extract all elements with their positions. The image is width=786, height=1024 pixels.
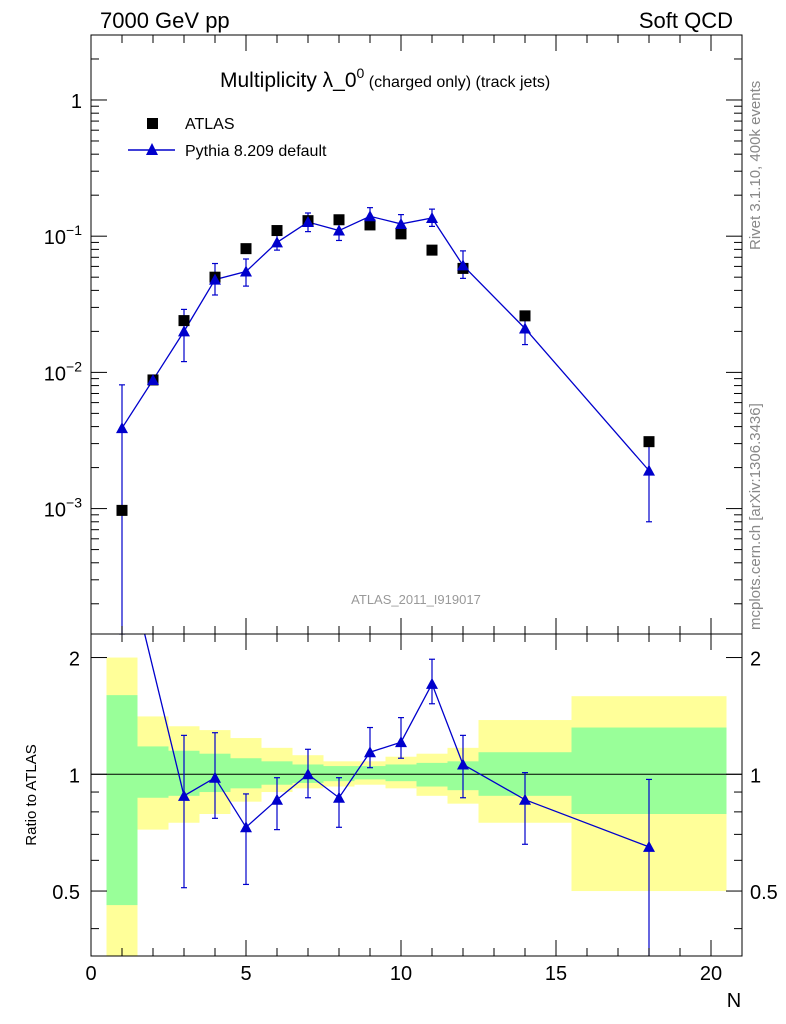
atlas-point xyxy=(178,315,190,327)
main-ytick-label: 10−2 xyxy=(44,358,82,385)
ratio-ytick-label-right: 1 xyxy=(750,765,761,787)
ratio-panel: 0.5 0.5 1 1 2 2 0 5 10 15 20 Ratio to ATLAS N xyxy=(23,633,778,1012)
xtick-label: 0 xyxy=(85,963,96,985)
main-title-text: Multiplicity λ_0 xyxy=(220,69,357,92)
atlas-point xyxy=(364,219,376,231)
ratio-point xyxy=(240,821,252,833)
atlas-point xyxy=(116,504,128,516)
pythia-point xyxy=(519,322,531,334)
ratio-ylabel: Ratio to ATLAS xyxy=(23,744,40,845)
pythia-point xyxy=(643,464,655,476)
ratio-point xyxy=(333,791,345,803)
pythia-point xyxy=(333,224,345,236)
atlas-point xyxy=(426,244,438,256)
atlas-point xyxy=(271,225,283,237)
pythia-point xyxy=(395,217,407,229)
mcplots-label: mcplots.cern.ch [arXiv:1306.3436] xyxy=(747,403,764,630)
pythia-point xyxy=(178,325,190,337)
ratio-ytick-label-left: 1 xyxy=(69,765,80,787)
legend-pythia-marker xyxy=(146,143,158,155)
xaxis-label: N xyxy=(727,990,741,1012)
main-ytick-label: 10−1 xyxy=(44,222,82,249)
main-ytick-label: 10−3 xyxy=(44,495,82,522)
ratio-point xyxy=(395,736,407,748)
ratio-point xyxy=(426,677,438,689)
atlas-point xyxy=(240,243,252,255)
main-title-sub: (charged only) (track jets) xyxy=(364,74,550,91)
main-title: Multiplicity λ_00 (charged only) (track … xyxy=(220,65,550,92)
main-yaxis: 1 10−1 10−2 10−3 xyxy=(44,34,743,634)
ratio-xaxis: 0 5 10 15 20 xyxy=(85,634,743,985)
ratio-point xyxy=(364,746,376,758)
ratio-bands xyxy=(106,657,727,956)
pythia-point xyxy=(116,422,128,434)
ratio-series-group xyxy=(119,634,655,956)
ratio-yaxis: 0.5 0.5 1 1 2 2 xyxy=(52,649,778,930)
ratio-band-green xyxy=(137,746,169,798)
ratio-point xyxy=(178,789,190,801)
xtick-label: 10 xyxy=(390,963,412,985)
ratio-point xyxy=(519,793,531,805)
ratio-band-green xyxy=(385,764,417,782)
ratio-band-green xyxy=(323,766,355,782)
ratio-point xyxy=(302,768,314,780)
watermark: ATLAS_2011_I919017 xyxy=(351,592,481,607)
pythia-point xyxy=(457,259,469,271)
atlas-point xyxy=(395,228,407,240)
rivet-label: Rivet 3.1.10, 400k events xyxy=(747,81,764,250)
ratio-band-green xyxy=(230,758,262,789)
pythia-point xyxy=(147,373,159,385)
ratio-frame xyxy=(90,633,743,957)
main-title-sup: 0 xyxy=(357,65,365,81)
main-panel: Multiplicity λ_00 (charged only) (track … xyxy=(44,34,743,635)
pythia-point xyxy=(302,216,314,228)
atlas-point xyxy=(643,436,655,448)
ratio-plot-area xyxy=(119,634,655,956)
pythia-line xyxy=(121,215,650,472)
pythia-point xyxy=(271,236,283,248)
xtick-label: 5 xyxy=(240,963,251,985)
atlas-point xyxy=(519,310,531,322)
pythia-point xyxy=(240,265,252,277)
ratio-ytick-label-right: 0.5 xyxy=(750,882,778,904)
ratio-band-green xyxy=(106,695,138,906)
ratio-band-green xyxy=(354,766,386,780)
header-left: 7000 GeV pp xyxy=(100,8,230,33)
atlas-point xyxy=(333,214,345,226)
ratio-band-green xyxy=(261,761,293,785)
xtick-label: 15 xyxy=(545,963,567,985)
ratio-ytick-label-left: 0.5 xyxy=(52,882,80,904)
legend-atlas-marker xyxy=(147,118,158,129)
legend-pythia-label: Pythia 8.209 default xyxy=(185,143,327,160)
main-plot-area xyxy=(116,207,655,634)
ratio-ytick-label-left: 2 xyxy=(69,649,80,671)
pythia-point xyxy=(426,211,438,223)
ratio-ytick-label-right: 2 xyxy=(750,649,761,671)
legend-atlas-label: ATLAS xyxy=(185,116,235,133)
ratio-point xyxy=(457,758,469,770)
header-right: Soft QCD xyxy=(639,8,733,33)
legend: ATLAS Pythia 8.209 default xyxy=(128,116,327,160)
xtick-label: 20 xyxy=(700,963,722,985)
ratio-point xyxy=(271,793,283,805)
main-ytick-label: 1 xyxy=(71,91,82,113)
ratio-point xyxy=(643,840,655,852)
pythia-point xyxy=(209,273,221,285)
pythia-point xyxy=(364,210,376,222)
ratio-point xyxy=(209,771,221,783)
